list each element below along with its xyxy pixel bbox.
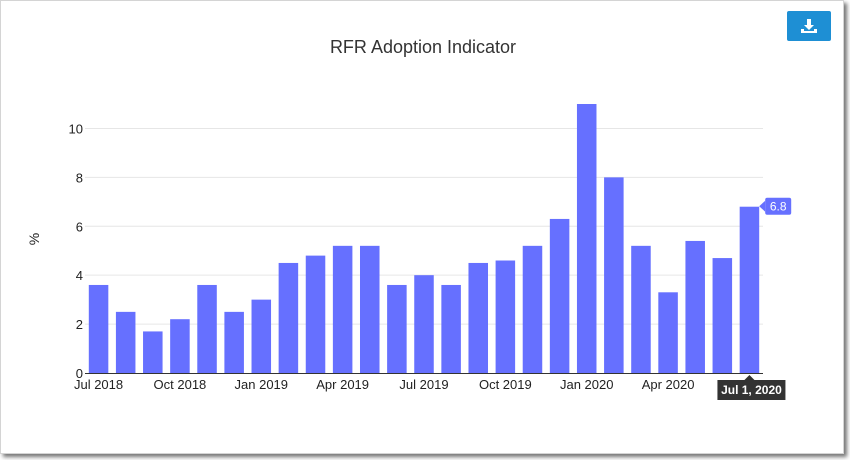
x-tick-label: Jan 2020 <box>560 377 614 392</box>
bar <box>549 218 570 373</box>
tooltip-box <box>717 380 786 400</box>
bar <box>224 311 244 373</box>
y-axis-ticks: 0 2 4 6 8 10 <box>69 121 83 381</box>
y-tick-label: 10 <box>69 121 83 136</box>
bar <box>712 258 733 373</box>
value-badge-pointer <box>759 200 766 212</box>
annotations: 6.8 Jul 1, 2020 <box>717 197 792 400</box>
tooltip-pointer <box>744 375 755 380</box>
bar <box>495 260 516 373</box>
chart: RFR Adoption Indicator % 0 2 4 6 8 10 Jul 201… <box>26 37 792 400</box>
bars <box>88 104 760 373</box>
bar <box>468 262 489 373</box>
download-button[interactable] <box>787 11 831 41</box>
bar <box>441 284 461 373</box>
bar <box>576 104 597 373</box>
y-tick-label: 0 <box>76 366 83 381</box>
bar <box>631 245 651 373</box>
chart-title: RFR Adoption Indicator <box>330 37 516 57</box>
y-tick-label: 8 <box>76 170 83 185</box>
y-tick-label: 6 <box>76 219 83 234</box>
bar <box>197 284 217 373</box>
bar <box>387 284 407 373</box>
bar <box>170 319 190 373</box>
x-tick-label: Oct 2019 <box>479 377 532 392</box>
bar <box>332 245 353 373</box>
x-tick-label: Jul 2018 <box>74 377 123 392</box>
chart-card: RFR Adoption Indicator % 0 2 4 6 8 10 Jul 201… <box>0 0 844 454</box>
x-tick-label: Oct 2018 <box>154 377 207 392</box>
bar <box>739 206 760 373</box>
x-tick-label: Apr 2019 <box>316 377 369 392</box>
y-axis-title: % <box>26 233 42 245</box>
x-axis-ticks: Jul 2018 Oct 2018 Jan 2019 Apr 2019 Jul 2019… <box>74 377 694 392</box>
bar <box>88 284 109 373</box>
x-tick-label: Apr 2020 <box>642 377 695 392</box>
bar <box>658 292 678 373</box>
tooltip-label: Jul 1, 2020 <box>721 383 782 397</box>
y-tick-label: 2 <box>76 317 83 332</box>
bar <box>685 240 705 373</box>
bar <box>115 311 136 373</box>
bar <box>359 245 380 373</box>
x-tick-label: Jan 2019 <box>235 377 289 392</box>
value-badge-label: 6.8 <box>770 200 787 214</box>
bar <box>305 255 326 373</box>
bar <box>522 245 543 373</box>
y-tick-label: 4 <box>76 268 83 283</box>
bar <box>278 262 299 373</box>
x-tick-label: Jul 2019 <box>399 377 448 392</box>
value-badge <box>765 197 792 215</box>
bar <box>604 177 624 373</box>
bar <box>414 275 434 373</box>
bar <box>251 299 272 373</box>
download-icon <box>801 19 817 33</box>
bar <box>143 331 163 373</box>
